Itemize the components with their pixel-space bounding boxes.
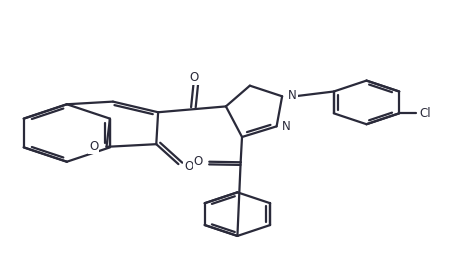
Text: O: O [184, 160, 193, 173]
Text: Cl: Cl [420, 107, 431, 120]
Text: O: O [194, 155, 203, 168]
Text: O: O [189, 71, 199, 84]
Text: O: O [89, 140, 98, 153]
Text: N: N [283, 120, 291, 133]
Text: N: N [288, 89, 296, 102]
